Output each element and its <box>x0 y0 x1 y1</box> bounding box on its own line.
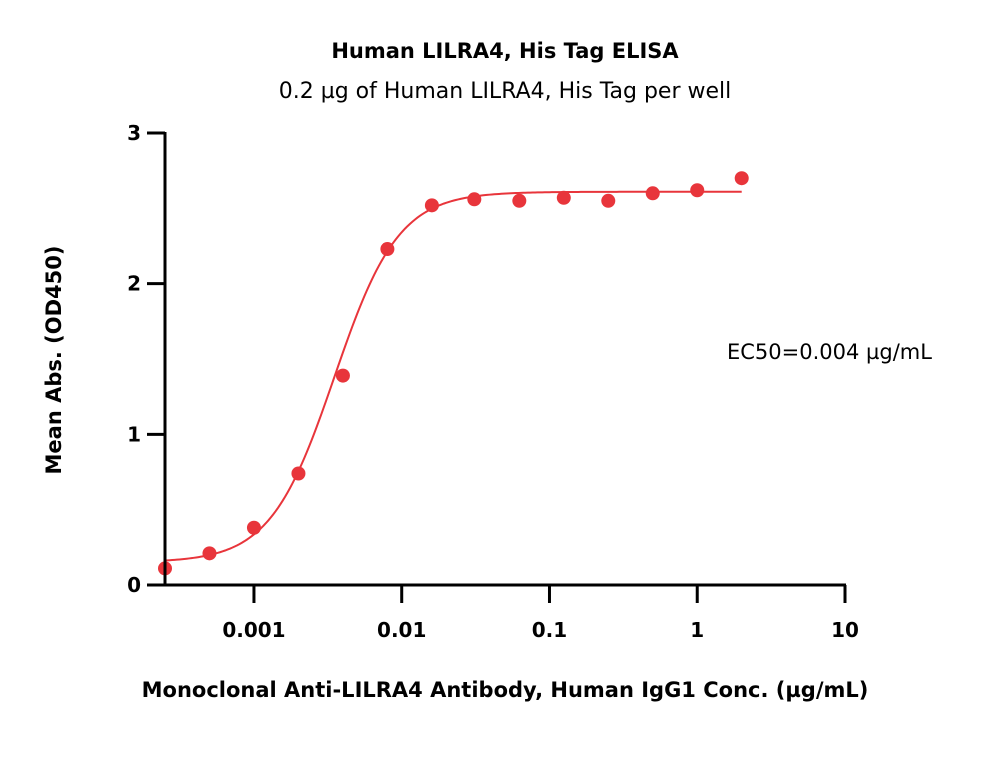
data-point <box>246 520 261 535</box>
x-tick-label: 0.001 <box>222 618 285 642</box>
data-point <box>645 186 660 201</box>
data-point <box>512 193 527 208</box>
data-point <box>380 242 395 257</box>
data-point <box>601 193 616 208</box>
x-tick-label: 0.01 <box>377 618 426 642</box>
fit-curve-layer <box>164 190 742 562</box>
data-point <box>202 546 217 561</box>
y-tick-label: 1 <box>127 422 141 446</box>
chart-subtitle: 0.2 µg of Human LILRA4, His Tag per well <box>279 79 732 104</box>
axes-layer: 0 1 2 3 0.001 0.01 0.1 1 10 <box>127 121 859 642</box>
data-point <box>467 192 482 207</box>
x-tick-label: 1 <box>690 618 704 642</box>
data-point <box>556 190 571 205</box>
x-tick-label: 0.1 <box>532 618 567 642</box>
x-axis-label: Monoclonal Anti-LILRA4 Antibody, Human I… <box>142 678 869 702</box>
fit-curve <box>164 190 742 562</box>
data-point <box>734 171 749 186</box>
y-tick-label: 0 <box>127 573 141 597</box>
chart-title: Human LILRA4, His Tag ELISA <box>331 39 679 63</box>
data-points-layer <box>158 171 749 576</box>
data-point <box>335 368 350 383</box>
data-point <box>690 183 705 198</box>
data-point <box>291 466 306 481</box>
ec50-annotation: EC50=0.004 µg/mL <box>727 340 932 364</box>
y-tick-label: 2 <box>127 272 141 296</box>
data-point <box>424 198 439 213</box>
y-tick-label: 3 <box>127 121 141 145</box>
y-axis-label: Mean Abs. (OD450) <box>42 246 66 475</box>
x-tick-label: 10 <box>831 618 859 642</box>
